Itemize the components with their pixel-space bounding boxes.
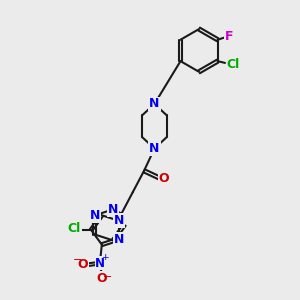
Text: N: N [108,203,118,216]
Text: −: − [103,272,112,282]
Text: +: + [101,253,108,262]
Text: N: N [149,98,160,110]
Text: O: O [159,172,170,185]
Text: Cl: Cl [226,58,240,71]
Text: N: N [90,209,100,222]
Text: O: O [96,272,107,285]
Text: N: N [114,214,124,227]
Text: Cl: Cl [68,222,81,235]
Text: N: N [95,256,105,270]
Text: N: N [114,232,124,245]
Text: O: O [78,258,88,271]
Text: N: N [149,142,160,155]
Text: F: F [225,30,233,43]
Text: −: − [73,255,83,266]
